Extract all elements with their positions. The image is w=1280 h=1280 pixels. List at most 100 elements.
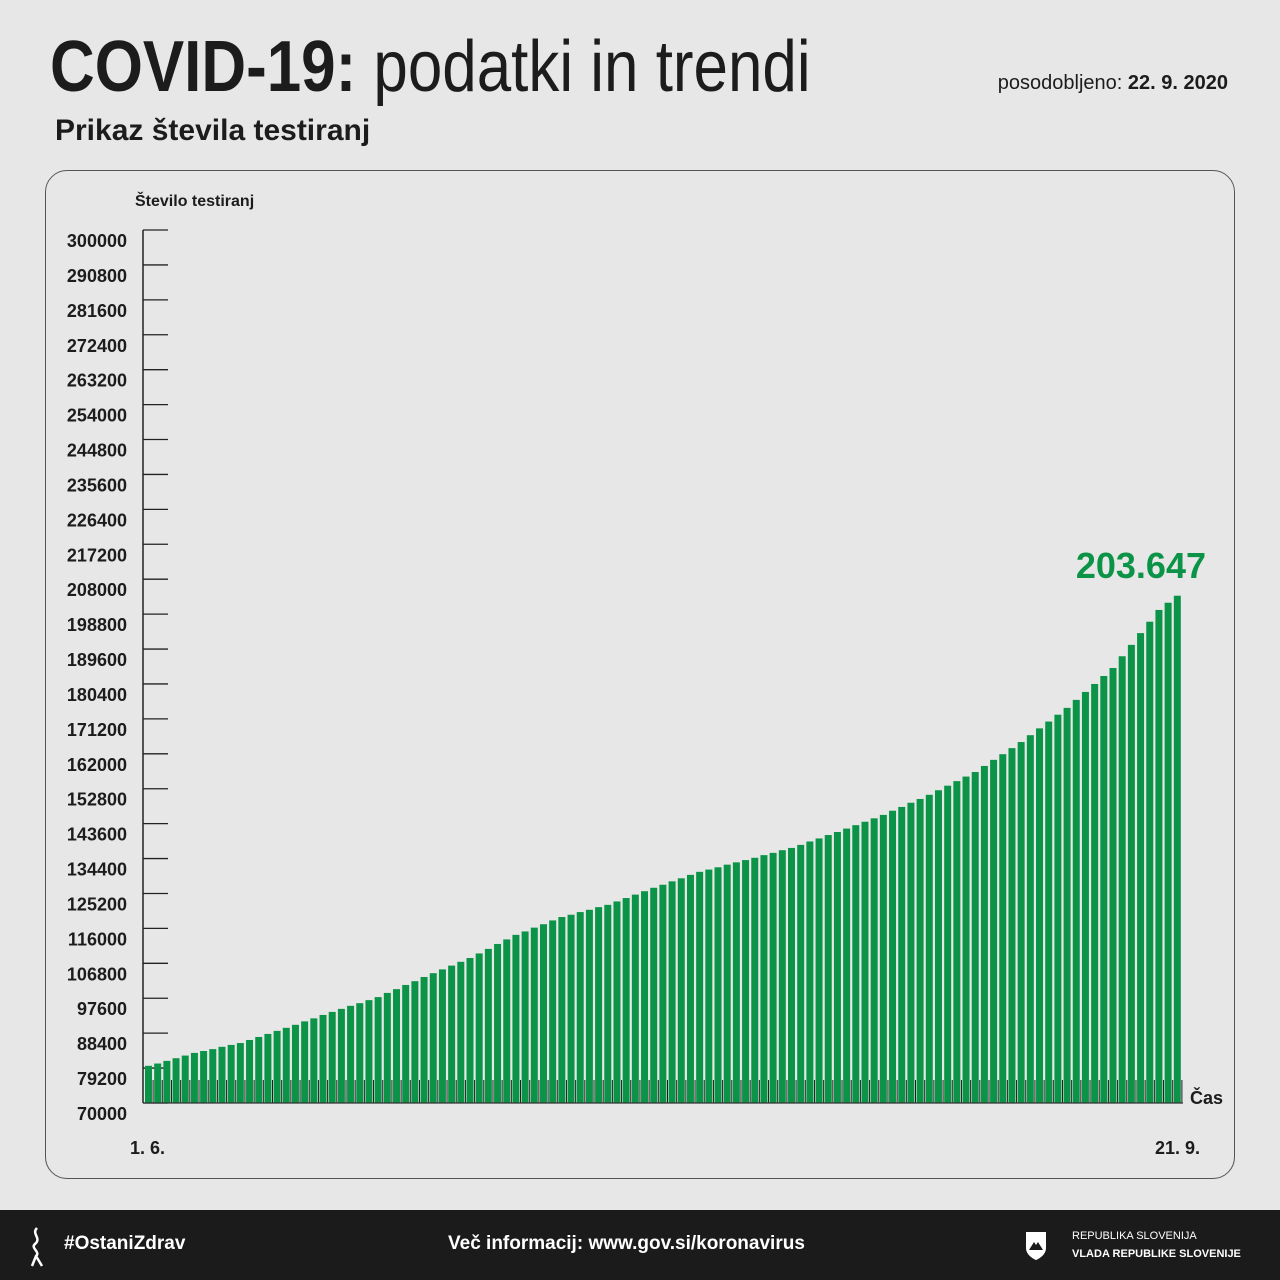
title-bold: COVID-19: (50, 27, 357, 107)
bar (246, 1039, 254, 1103)
bar (1127, 644, 1135, 1103)
bar (870, 818, 878, 1103)
y-tick-label: 116000 (68, 929, 127, 949)
bar (402, 984, 410, 1103)
info-link[interactable]: Več informacij: www.gov.si/koronavirus (448, 1233, 805, 1254)
bar (1173, 595, 1181, 1103)
title-light: podatki in trendi (373, 27, 811, 107)
y-tick-label: 244800 (67, 441, 127, 461)
y-axis-label: Število testiranj (135, 191, 254, 210)
bar (1036, 728, 1044, 1103)
bar (1091, 683, 1099, 1103)
bar (264, 1033, 272, 1103)
bar (448, 965, 456, 1103)
bar (1137, 633, 1145, 1103)
y-tick-label: 162000 (67, 755, 127, 775)
bar (549, 920, 557, 1103)
y-tick-label: 290800 (67, 266, 127, 286)
bar (319, 1014, 327, 1103)
bar (484, 948, 492, 1103)
y-tick-label: 272400 (67, 336, 127, 356)
bar (337, 1008, 345, 1103)
y-tick-label: 180400 (67, 685, 127, 705)
bar (282, 1027, 290, 1103)
x-end-label: 21. 9. (1155, 1138, 1200, 1158)
bar (1109, 668, 1117, 1103)
bar (742, 860, 750, 1103)
bar (760, 855, 768, 1103)
bar (622, 898, 630, 1103)
y-tick-label: 97600 (77, 999, 127, 1019)
bar (1155, 609, 1163, 1103)
bar (273, 1030, 281, 1103)
bar (990, 759, 998, 1103)
bar (1045, 721, 1053, 1103)
bar (1008, 748, 1016, 1103)
y-tick-label: 198800 (67, 615, 127, 635)
gov-line1: REPUBLIKA SLOVENIJA (1072, 1230, 1197, 1242)
bar (650, 887, 658, 1103)
bar (227, 1044, 235, 1103)
y-tick-label: 143600 (67, 825, 127, 845)
y-tick-label: 171200 (67, 720, 127, 740)
latest-value-annotation: 203.647 (1076, 545, 1206, 586)
bar (163, 1060, 171, 1103)
chart-subtitle: Prikaz števila testiranj (55, 114, 371, 147)
bar (824, 835, 832, 1103)
bar (934, 790, 942, 1103)
bar (889, 810, 897, 1103)
bar (383, 992, 391, 1103)
bar (1146, 621, 1154, 1103)
bar (641, 891, 649, 1103)
y-tick-label: 152800 (67, 790, 127, 810)
bar (1072, 699, 1080, 1103)
bar (438, 969, 446, 1103)
bar (503, 939, 511, 1103)
y-tick-label: 79200 (77, 1069, 127, 1089)
bar (962, 776, 970, 1103)
bar (723, 864, 731, 1103)
bar (356, 1003, 364, 1103)
bar (200, 1050, 208, 1103)
bar (172, 1058, 180, 1103)
bar (420, 976, 428, 1103)
footer: #OstaniZdrav Več informacij: www.gov.si/… (0, 1210, 1280, 1280)
updated-info: posodobljeno: 22. 9. 2020 (998, 72, 1228, 95)
bar (291, 1024, 299, 1103)
bar (714, 867, 722, 1103)
bar (393, 989, 401, 1103)
bar (585, 909, 593, 1103)
bar (778, 850, 786, 1103)
bar (475, 953, 483, 1103)
updated-date: 22. 9. 2020 (1127, 72, 1228, 94)
bar (833, 831, 841, 1103)
y-tick-label: 217200 (67, 545, 127, 565)
bar (539, 924, 547, 1103)
bar (154, 1063, 162, 1103)
hashtag: #OstaniZdrav (64, 1233, 186, 1254)
bar (1164, 602, 1172, 1103)
bar (328, 1011, 336, 1103)
chart-panel (45, 170, 1235, 1179)
bar (301, 1021, 309, 1103)
bar (512, 934, 520, 1103)
bar (925, 794, 933, 1103)
y-tick-label: 281600 (67, 301, 127, 321)
bar (705, 869, 713, 1103)
y-tick-label: 189600 (67, 650, 127, 670)
bar-chart: Število testiranj 300000 290800 281600 27240… (67, 191, 1223, 1158)
updated-label: posodobljeno: (997, 72, 1123, 94)
bar (944, 785, 952, 1103)
y-tick-label: 263200 (67, 371, 127, 391)
bar (1063, 707, 1071, 1103)
bar (1118, 656, 1126, 1103)
page-title: COVID-19: podatki in trendi (50, 22, 811, 112)
bar (999, 754, 1007, 1103)
bar (190, 1052, 198, 1103)
y-tick-label: 254000 (67, 406, 127, 426)
y-tick-label: 70000 (77, 1104, 127, 1124)
bar (457, 961, 465, 1103)
bar (1100, 675, 1108, 1103)
bar (843, 828, 851, 1103)
y-tick-label: 125200 (67, 894, 127, 914)
